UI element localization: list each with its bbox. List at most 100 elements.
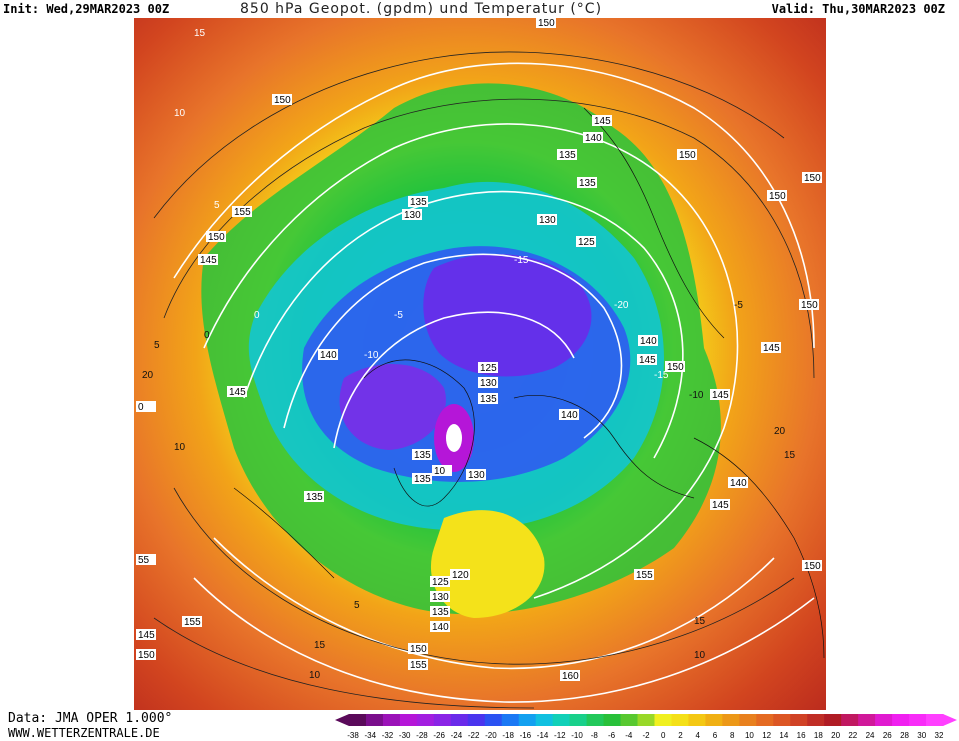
scale-tick-label: 6 (713, 731, 718, 740)
scale-swatch (909, 714, 927, 726)
scale-tick-label: -30 (399, 731, 411, 740)
contour-label-box (638, 335, 658, 346)
contour-label-box (206, 231, 226, 242)
geopotential-label: 130 (404, 210, 421, 221)
scale-swatch (518, 714, 537, 726)
temperature-label: -5 (394, 310, 403, 321)
scale-swatch (705, 714, 723, 726)
temperature-label: 10 (174, 442, 186, 453)
scale-swatch (756, 714, 774, 726)
scale-tick-label: -10 (571, 731, 583, 740)
scale-tick-label: 26 (883, 731, 892, 740)
cold-core-center (446, 424, 462, 452)
scale-swatch (433, 714, 452, 726)
temperature-label: 5 (214, 200, 220, 211)
scale-tick-label: -24 (451, 731, 463, 740)
scale-tick-label: -16 (520, 731, 532, 740)
violet-zone-2 (339, 364, 446, 450)
contour-label-box (402, 209, 422, 220)
scale-swatch (807, 714, 825, 726)
temperature-label: 0 (204, 330, 210, 341)
scale-tick-label: -26 (433, 731, 445, 740)
color-scale: -38 -34 -32 -30 -28 -26 -24 -22 -20 -18 -16 -14 -12-… (335, 714, 957, 740)
contour-label-group: 1501501501551501451401451351301351301251… (136, 18, 822, 682)
geopotential-label: 125 (432, 577, 449, 588)
scale-swatch (790, 714, 808, 726)
scale-tick-label: 24 (866, 731, 875, 740)
scale-tick-label: 12 (762, 731, 771, 740)
scale-tick-label: -34 (364, 731, 376, 740)
contour-label-box (318, 349, 338, 360)
temperature-label: 0 (254, 310, 260, 321)
scale-swatch (501, 714, 520, 726)
contour-label-box (408, 196, 428, 207)
contour-label-box (767, 190, 787, 201)
contour-label-box (432, 465, 452, 476)
geopotential-label: 150 (138, 650, 155, 661)
geopotential-label: 155 (410, 660, 427, 671)
temperature-label: 10 (309, 670, 321, 681)
contour-label-box (592, 115, 612, 126)
geopotential-contours (173, 62, 815, 703)
violet-zone (423, 254, 592, 377)
geopotential-label: 150 (769, 191, 786, 202)
scale-swatch (450, 714, 469, 726)
geopotential-label: 150 (667, 362, 684, 373)
contour-label-box (802, 560, 822, 571)
temperature-label: -10 (689, 390, 704, 401)
coastlines (233, 107, 825, 659)
temperature-label: -15 (514, 255, 529, 266)
temperature-label: 15 (784, 450, 796, 461)
scale-tick-label: -12 (554, 731, 566, 740)
geopotential-label: 145 (639, 355, 656, 366)
contour-label-box (232, 206, 252, 217)
scale-swatch (739, 714, 757, 726)
scale-tick-label: -18 (502, 731, 514, 740)
weather-map: 1501501501551501451401451351301351301251… (134, 18, 826, 710)
contour-label-box (408, 659, 428, 670)
contour-label-box (304, 491, 324, 502)
scale-swatch (586, 714, 605, 726)
geopotential-label: 150 (410, 644, 427, 655)
geopotential-label: 135 (579, 178, 596, 189)
contour-label-box (227, 386, 247, 397)
scale-tick-label: -6 (608, 731, 616, 740)
geopotential-label: 140 (561, 410, 578, 421)
scale-tick-label: 4 (695, 731, 700, 740)
scale-swatch (382, 714, 401, 726)
contour-label-box (136, 401, 156, 412)
scale-swatch (416, 714, 435, 726)
geopotential-label: 135 (559, 150, 576, 161)
scale-swatch (773, 714, 791, 726)
contour-label-box (637, 354, 657, 365)
geopotential-label: 145 (712, 500, 729, 511)
contour-label-box (560, 670, 580, 681)
temperature-label: -20 (614, 300, 629, 311)
scale-tick-label: -22 (468, 731, 480, 740)
scale-swatch (688, 714, 706, 726)
temperature-label: 15 (194, 28, 206, 39)
scale-tick-label: 16 (797, 731, 806, 740)
scale-tick-label: -2 (642, 731, 650, 740)
geopotential-label: 155 (234, 207, 251, 218)
geopotential-label: 140 (585, 133, 602, 144)
contour-label-box (728, 477, 748, 488)
scale-swatch (841, 714, 859, 726)
geopotential-label: 130 (432, 592, 449, 603)
geopotential-label: 135 (432, 607, 449, 618)
contour-label-box (576, 236, 596, 247)
yellow-atlantic (430, 510, 545, 618)
geopotential-label: 135 (306, 492, 323, 503)
scale-tick-label: -38 (347, 731, 359, 740)
contour-label-box (198, 254, 218, 265)
scale-swatch (399, 714, 418, 726)
contour-label-box (430, 621, 450, 632)
contour-label-box (537, 214, 557, 225)
geopotential-label: 135 (480, 394, 497, 405)
init-time: Init: Wed,29MAR2023 00Z (3, 2, 170, 16)
contour-label-box (412, 473, 432, 484)
temperature-label: 10 (174, 108, 186, 119)
temperature-label: -15 (654, 370, 669, 381)
scale-tick-label: 22 (848, 731, 857, 740)
scale-swatch (349, 714, 367, 726)
